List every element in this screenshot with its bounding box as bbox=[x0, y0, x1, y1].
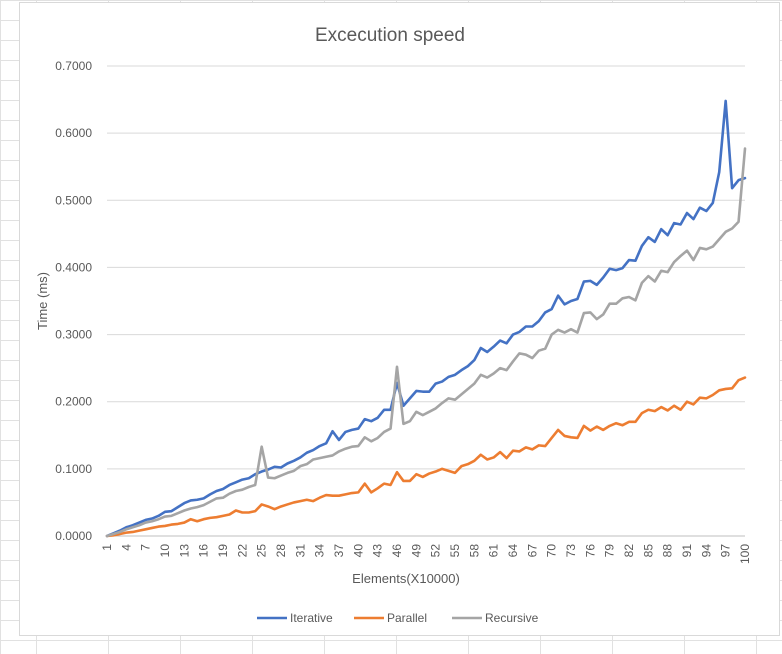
series-line-parallel bbox=[105, 376, 747, 538]
x-axis-tick-labels: 1 4 7 10 13 16 19 22 25 28 31 34 37 40 43 46 49 52 55 58 61 6… bbox=[100, 544, 752, 564]
x-tick-label: 13 bbox=[177, 544, 191, 558]
legend-label-parallel: Parallel bbox=[387, 611, 427, 625]
x-tick-label: 43 bbox=[371, 544, 385, 558]
x-tick-label: 94 bbox=[699, 544, 713, 558]
y-tick-label: 0.3000 bbox=[55, 328, 92, 342]
x-tick-label: 37 bbox=[332, 544, 346, 558]
x-tick-label: 16 bbox=[197, 544, 211, 558]
x-tick-label: 97 bbox=[719, 544, 733, 558]
chart-area[interactable]: Excecution speed 0.0000 0.1000 0.2000 0.300… bbox=[19, 2, 780, 636]
y-tick-label: 0.7000 bbox=[55, 59, 92, 73]
x-tick-label: 55 bbox=[448, 544, 462, 558]
legend-label-iterative: Iterative bbox=[290, 611, 333, 625]
y-tick-label: 0.5000 bbox=[55, 193, 92, 207]
x-tick-label: 61 bbox=[487, 544, 501, 558]
legend-label-recursive: Recursive bbox=[485, 611, 539, 625]
x-tick-label: 1 bbox=[100, 544, 114, 551]
y-tick-label: 0.2000 bbox=[55, 395, 92, 409]
x-tick-label: 25 bbox=[255, 544, 269, 558]
x-tick-label: 34 bbox=[313, 544, 327, 558]
chart-title: Excecution speed bbox=[315, 25, 465, 46]
line-chart: Excecution speed 0.0000 0.1000 0.2000 0.300… bbox=[35, 25, 752, 625]
x-tick-label: 31 bbox=[293, 544, 307, 558]
x-tick-label: 52 bbox=[429, 544, 443, 558]
x-tick-label: 10 bbox=[158, 544, 172, 558]
x-tick-label: 49 bbox=[409, 544, 423, 558]
legend: Iterative Parallel Recursive bbox=[257, 611, 539, 625]
x-tick-label: 76 bbox=[583, 544, 597, 558]
series-line-recursive bbox=[105, 147, 747, 538]
x-tick-label: 22 bbox=[235, 544, 249, 558]
x-axis-label: Elements(X10000) bbox=[352, 571, 460, 586]
x-tick-label: 58 bbox=[467, 544, 481, 558]
x-tick-label: 28 bbox=[274, 544, 288, 558]
y-axis-label: Time (ms) bbox=[35, 272, 50, 330]
y-axis-tick-labels: 0.0000 0.1000 0.2000 0.3000 0.4000 0.5000 0.60… bbox=[55, 59, 92, 543]
x-tick-label: 85 bbox=[641, 544, 655, 558]
horizontal-gridlines bbox=[107, 65, 745, 470]
x-tick-label: 40 bbox=[351, 544, 365, 558]
x-tick-label: 4 bbox=[119, 544, 133, 551]
y-tick-label: 0.1000 bbox=[55, 462, 92, 476]
x-tick-label: 100 bbox=[738, 544, 752, 564]
x-tick-label: 19 bbox=[216, 544, 230, 558]
x-tick-label: 82 bbox=[622, 544, 636, 558]
x-tick-label: 67 bbox=[525, 544, 539, 558]
y-tick-label: 0.6000 bbox=[55, 126, 92, 140]
x-tick-label: 7 bbox=[139, 544, 153, 551]
series-lines bbox=[105, 99, 747, 538]
x-tick-label: 91 bbox=[680, 544, 694, 558]
x-tick-label: 70 bbox=[545, 544, 559, 558]
x-tick-label: 88 bbox=[661, 544, 675, 558]
y-tick-label: 0.4000 bbox=[55, 260, 92, 274]
x-tick-label: 64 bbox=[506, 544, 520, 558]
x-tick-label: 73 bbox=[564, 544, 578, 558]
y-tick-label: 0.0000 bbox=[55, 529, 92, 543]
x-tick-label: 79 bbox=[603, 544, 617, 558]
series-line-iterative bbox=[105, 99, 747, 538]
x-tick-label: 46 bbox=[390, 544, 404, 558]
